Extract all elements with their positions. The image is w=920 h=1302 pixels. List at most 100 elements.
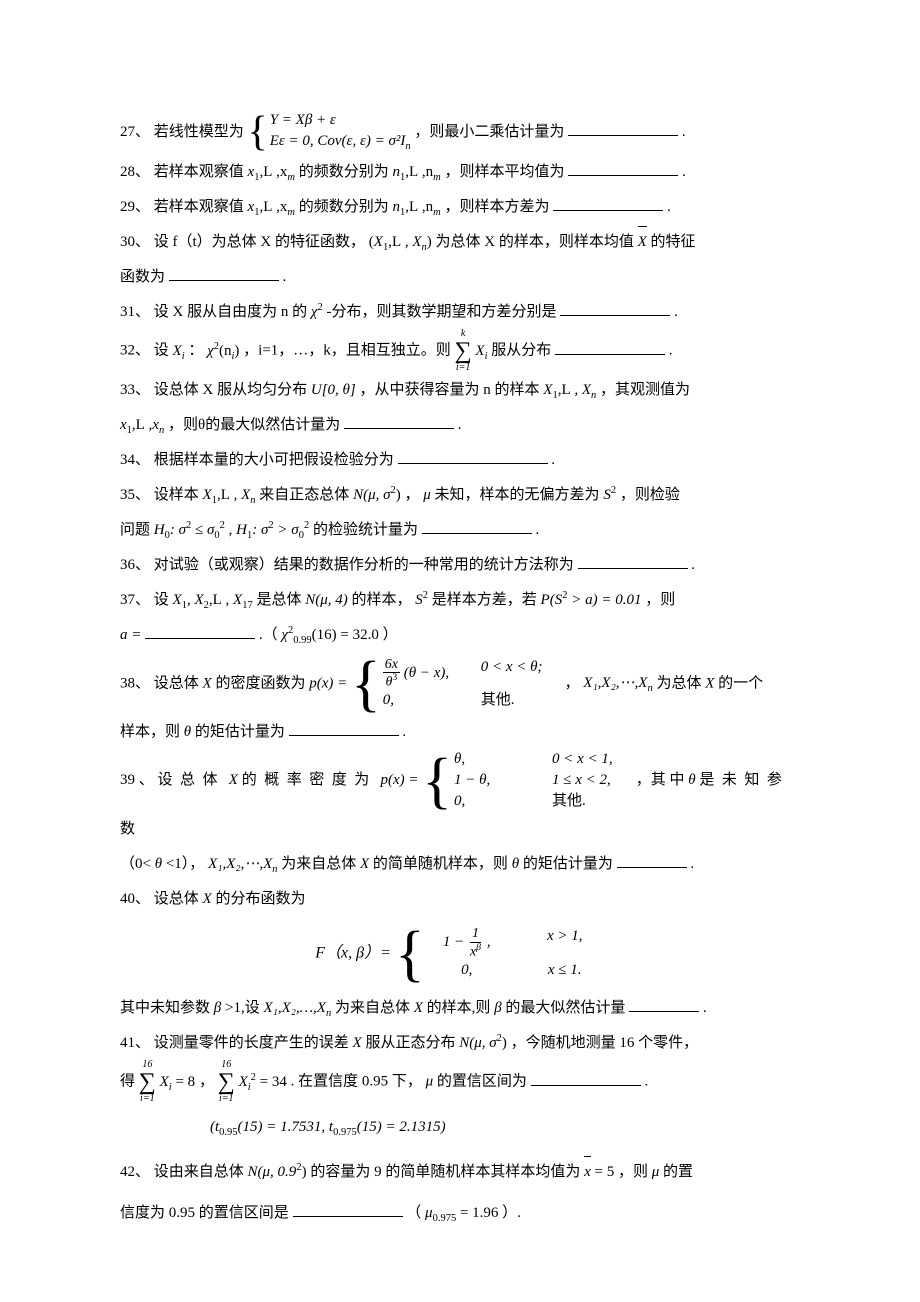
q39-l2-t3: 为来自总体 (281, 856, 356, 872)
q33-blank (344, 413, 454, 429)
q35-mu: μ (423, 487, 431, 503)
q37-xs: X1, X2,L , X17 (173, 592, 253, 608)
q39-theta: θ (688, 772, 695, 788)
q41-l2-t3: . 在置信度 0.95 下， (291, 1074, 422, 1090)
q40-case1-left: 1 − 1xβ , (427, 926, 507, 959)
q27-text-pre: 若线性模型为 (154, 124, 244, 140)
q35-t3: ， (405, 487, 420, 503)
q33-period: . (458, 417, 462, 433)
q41-X: X (353, 1035, 362, 1051)
question-31: 31、 设 X 服从自由度为 n 的 χ2 -分布，则其数学期望和方差分别是 . (120, 295, 800, 330)
q31-period: . (674, 304, 678, 320)
q36-period: . (691, 557, 695, 573)
q31-blank (560, 300, 670, 316)
q42-l2-t1: 信度为 0.95 的置信区间是 (120, 1205, 289, 1221)
q33-l2-xs: x1,L ,xn (120, 417, 164, 433)
q30-t2: 为总体 X 的样本，则样本均值 (436, 234, 634, 250)
question-41-line3: (t0.95(15) = 1.7531, t0.975(15) = 2.1315… (120, 1110, 800, 1145)
q40-number: 40、 (120, 891, 150, 907)
q41-l2-t4: 的置信区间为 (437, 1074, 527, 1090)
q27-period: . (682, 124, 686, 140)
q31-chi2: χ2 (311, 304, 323, 320)
q38-t2: 的密度函数为 (215, 675, 309, 691)
question-32: 32、 设 Xi ： χ2(ni) ，i=1，…，k，且相互独立。则 k ∑ i… (120, 329, 800, 373)
q29-number: 29、 (120, 199, 150, 215)
q27-cases: { Y = Xβ + ε Eε = 0, Cov(ε, ε) = σ²In (248, 110, 411, 155)
q38-t4: 为总体 (656, 675, 701, 691)
question-28: 28、 若样本观察值 x1,L ,xm 的频数分别为 n1,L ,nm ，则样本… (120, 155, 800, 190)
q40-X: X (203, 891, 212, 907)
q35-H0: H0: σ2 ≤ σ02 (154, 522, 225, 538)
q37-a: a = (120, 627, 141, 643)
q28-blank (568, 160, 678, 176)
brace-left: { (395, 923, 425, 985)
q34-period: . (551, 452, 555, 468)
q37-t3: 的样本， (352, 592, 412, 608)
question-41-line2: 得 16∑i=1 Xi = 8 ， 16∑i=1 Xi2 = 34 . 在置信度… (120, 1060, 800, 1104)
q40-t2: 的分布函数为 (215, 891, 305, 907)
q36-number: 36、 (120, 557, 150, 573)
question-41: 41、 设测量零件的长度产生的误差 X 服从正态分布 N(μ, σ2) ，今随机… (120, 1026, 800, 1061)
q40-l3-t1: 其中未知参数 (120, 1000, 210, 1016)
q38-case2-cond: 其他. (481, 690, 561, 711)
question-33-line2: x1,L ,xn ，则θ的最大似然估计量为 . (120, 408, 800, 443)
q38-case1-cond: 0 < x < θ; (481, 657, 561, 690)
q42-t3: ，则 (618, 1164, 648, 1180)
q30-l2-t1: 函数为 (120, 269, 165, 285)
q35-number: 35、 (120, 487, 150, 503)
q33-u: U[0, θ] (311, 382, 356, 398)
q39-theta2: θ (512, 856, 519, 872)
q37-P: P(S2 > a) = 0.01 (541, 592, 642, 608)
q38-X: X (203, 675, 212, 691)
q38-t5: 的一个 (718, 675, 763, 691)
q35-blank (422, 518, 532, 534)
q27-text-post: ，则最小二乘估计量为 (414, 124, 564, 140)
q40-xs: X₁,X₂,…,Xn (263, 1000, 331, 1016)
q39-X2: X (360, 856, 369, 872)
q29-m1: x1,L ,xm (248, 199, 295, 215)
q37-l2-end: .（ (259, 627, 278, 643)
q37-l2-close: ） (383, 627, 398, 643)
q28-m2: n1,L ,nm (392, 164, 440, 180)
q42-blank (293, 1201, 403, 1217)
q38-theta: θ (184, 724, 191, 740)
q29-t2: 的频数分别为 (299, 199, 389, 215)
q40-blank (629, 996, 699, 1012)
q41-t3: ，今随机地测量 16 个零件， (511, 1035, 699, 1051)
q40-l3-t4: 的样本,则 (427, 1000, 491, 1016)
q40-l3-t3: 为来自总体 (335, 1000, 410, 1016)
q41-sum1: 16∑i=1 (139, 1060, 156, 1104)
q39-l2-t4: 的简单随机样本，则 (373, 856, 508, 872)
question-40: 40、 设总体 X 的分布函数为 (120, 882, 800, 917)
q39-t3pre: ，其 中 (636, 772, 689, 788)
page: 27、 若线性模型为 { Y = Xβ + ε Eε = 0, Cov(ε, ε… (0, 0, 920, 1291)
q41-blank (531, 1070, 641, 1086)
q38-l2-t1: 样本，则 (120, 724, 180, 740)
q42-mu: μ (652, 1164, 660, 1180)
q42-t2: 的容量为 9 的简单随机样本其样本均值为 (310, 1164, 580, 1180)
q35-period: . (535, 522, 539, 538)
q40-l3-t5: 的最大似然估计量 (505, 1000, 625, 1016)
q31-t1: 设 X 服从自由度为 n 的 (154, 304, 307, 320)
q30-number: 30、 (120, 234, 150, 250)
q39-period: . (690, 856, 694, 872)
q40-t1: 设总体 (154, 891, 199, 907)
q32-sumbody: Xi (475, 343, 487, 359)
q35-t4: 未知，样本的无偏方差为 (435, 487, 600, 503)
q38-t1: 设总体 (154, 675, 199, 691)
q35-H1: H1: σ2 > σ02 (236, 522, 309, 538)
q29-period: . (667, 199, 671, 215)
q31-t2: -分布，则其数学期望和方差分别是 (326, 304, 556, 320)
q34-t1: 根据样本量的大小可把假设检验分为 (154, 452, 394, 468)
q37-number: 37、 (120, 592, 150, 608)
q40-case1-cond: x > 1, (525, 926, 605, 959)
question-34: 34、 根据样本量的大小可把假设检验分为 . (120, 443, 800, 478)
q35-N: N(μ, σ2) (353, 487, 401, 503)
q39-l2-t2: <1）， (166, 856, 204, 872)
q27-case1: Y = Xβ + ε (270, 110, 411, 131)
q34-number: 34、 (120, 452, 150, 468)
q41-sum1-body: Xi = 8 (160, 1074, 196, 1090)
q38-period: . (402, 724, 406, 740)
question-40-line3: 其中未知参数 β >1,设 X₁,X₂,…,Xn 为来自总体 X 的样本,则 β… (120, 991, 800, 1026)
q37-chi: χ20.99(16) = 32.0 (281, 627, 378, 643)
